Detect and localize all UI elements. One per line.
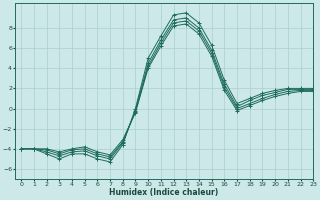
X-axis label: Humidex (Indice chaleur): Humidex (Indice chaleur) <box>109 188 219 197</box>
